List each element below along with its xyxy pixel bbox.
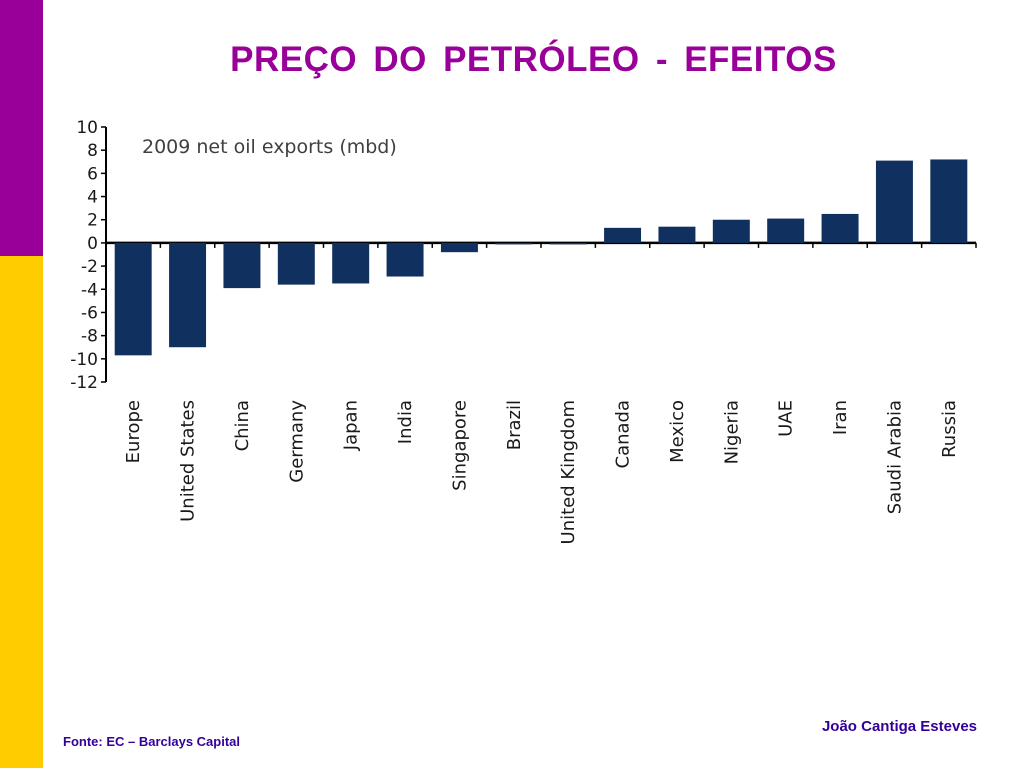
bar (875, 160, 913, 243)
bar (549, 242, 587, 245)
bar (114, 242, 152, 356)
y-tick-label: 4 (87, 188, 98, 208)
category-label: Brazil (504, 400, 525, 450)
category-label: UAE (776, 400, 797, 437)
accent-bar-purple (0, 0, 43, 256)
source-note: Fonte: EC – Barclays Capital (63, 734, 240, 749)
y-tick-label: 10 (76, 118, 98, 138)
chart-title: 2009 net oil exports (mbd) (142, 136, 397, 158)
bar-layer (114, 159, 968, 356)
accent-bar-yellow (0, 256, 43, 768)
axis-layer: 10 8 6 4 2 0 -2 -4 -6 -8 -10 -12 (70, 118, 977, 393)
y-tick-label: -10 (70, 350, 98, 370)
bar-chart: 2009 net oil exports (mbd) 10 8 6 4 2 0 -2 -4 -6… (70, 118, 977, 545)
bar (930, 159, 968, 243)
category-label: Canada (613, 400, 634, 469)
bar (277, 242, 315, 285)
bar (604, 227, 642, 243)
bar (767, 218, 805, 243)
category-label: United Kingdom (558, 400, 579, 544)
category-label: United States (178, 400, 199, 522)
y-tick-label: 2 (87, 211, 98, 231)
category-label: Russia (939, 400, 960, 458)
y-tick-label: -12 (70, 373, 98, 393)
bar (821, 213, 859, 243)
bar (440, 242, 478, 253)
bar (386, 242, 424, 277)
y-tick-label: -2 (81, 257, 98, 277)
bar (712, 219, 750, 243)
category-label: Europe (123, 400, 144, 463)
y-tick-label: -4 (81, 280, 98, 300)
bar (169, 242, 207, 348)
slide-title: PREÇO DO PETRÓLEO - EFEITOS (230, 40, 837, 79)
category-label-layer: Europe United States China Germany Japan Indi… (123, 400, 960, 545)
bar (658, 226, 696, 243)
y-tick-label: -8 (81, 327, 98, 347)
category-label: Mexico (667, 400, 688, 463)
bar (223, 242, 261, 289)
author-name: João Cantiga Esteves (821, 718, 977, 735)
category-label: Germany (286, 400, 307, 483)
y-tick-label: 8 (87, 141, 98, 161)
bar (332, 242, 370, 284)
bar (495, 242, 533, 245)
category-label: Japan (341, 400, 362, 451)
category-label: Iran (830, 400, 851, 435)
y-tick-label: 0 (87, 234, 98, 254)
category-label: Saudi Arabia (884, 400, 905, 514)
y-tick-label: -6 (81, 303, 98, 323)
category-label: India (395, 400, 416, 444)
category-label: Nigeria (721, 400, 742, 464)
category-label: China (232, 400, 253, 451)
y-tick-label: 6 (87, 164, 98, 184)
category-label: Singapore (449, 400, 470, 491)
